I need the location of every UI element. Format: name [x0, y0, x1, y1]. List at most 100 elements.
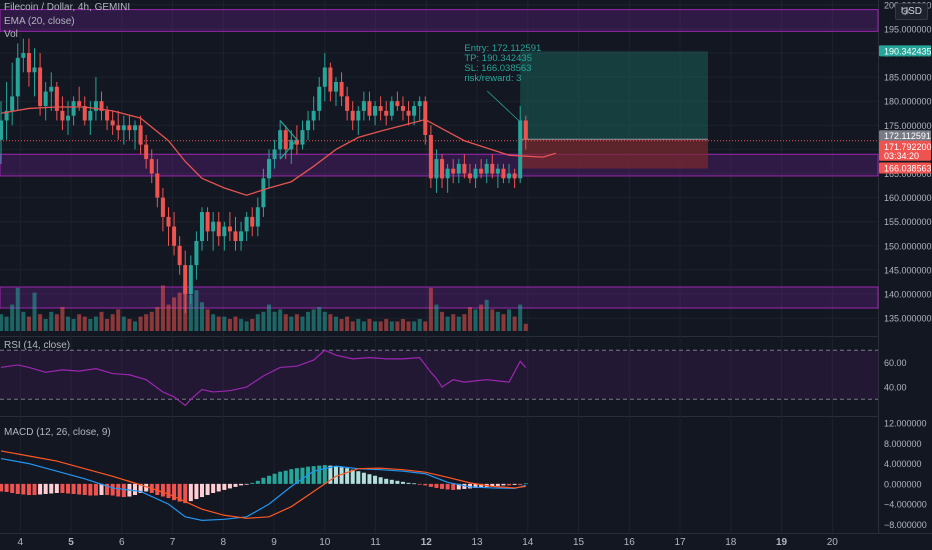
volume-bar — [311, 309, 316, 331]
macd-histogram-bar — [194, 483, 199, 500]
signal-line — [0, 450, 526, 519]
time-axis[interactable]: 4 5 6 7 8 9 10 11 12 13 14 15 16 17 18 19 20 — [18, 537, 839, 548]
candle-body — [26, 53, 31, 73]
candle-body — [54, 86, 59, 111]
candle-body — [121, 125, 126, 131]
volume-bar — [54, 314, 59, 331]
volume-bar — [216, 316, 221, 331]
volume-bar — [434, 304, 439, 331]
candle-body — [155, 173, 160, 198]
macd-histogram-bar — [294, 468, 299, 484]
macd-histogram-bar — [333, 466, 338, 484]
candle-body — [166, 216, 171, 227]
candle-body — [373, 106, 378, 116]
candle-body — [32, 67, 37, 73]
volume-bar — [160, 285, 165, 331]
currency-selector[interactable]: USD — [894, 3, 928, 20]
volume-bar — [4, 316, 9, 331]
macd-histogram-bar — [0, 483, 4, 492]
candle-body — [423, 101, 428, 135]
position-annotation: TP: 190.342435 — [464, 53, 532, 64]
candle-body — [311, 110, 316, 121]
candle-body — [345, 96, 350, 111]
candle-body — [21, 53, 26, 58]
candle-body — [194, 241, 199, 266]
volume-bar — [227, 319, 232, 331]
volume-bar — [490, 309, 495, 331]
volume-bar — [328, 314, 333, 331]
macd-histogram-bar — [32, 483, 37, 496]
x-tick-label: 20 — [827, 537, 839, 548]
y-tick-label: 145.000000 — [884, 265, 932, 275]
volume-bar — [43, 319, 48, 331]
macd-histogram-bar — [4, 483, 9, 492]
macd-histogram-bar — [378, 477, 383, 484]
take-profit-zone[interactable] — [520, 51, 708, 140]
volume-bar — [417, 319, 422, 331]
candle-body — [65, 115, 71, 121]
candle-body — [428, 134, 433, 179]
candle-body — [160, 197, 165, 217]
x-tick-label: 10 — [319, 537, 331, 548]
candle-body — [328, 67, 333, 92]
volume-bar — [512, 316, 517, 331]
volume-bar — [110, 314, 115, 331]
volume-bar — [205, 309, 210, 331]
gear-icon[interactable]: ⚙ — [900, 6, 910, 18]
macd-histogram-bar — [462, 483, 467, 489]
candle-body — [49, 86, 54, 92]
volume-bar — [367, 319, 372, 331]
volume-zone — [0, 286, 879, 309]
ema-line — [0, 106, 556, 196]
volume-bar — [456, 316, 461, 331]
candle-body — [490, 163, 495, 174]
volume-bar — [244, 321, 249, 331]
candle-body — [144, 144, 149, 160]
candle-body — [261, 178, 266, 208]
macd-histogram-bar — [345, 468, 350, 484]
volume-bar — [384, 319, 389, 331]
candle-body — [484, 163, 489, 174]
volume-bar — [278, 309, 283, 331]
stop-loss-zone[interactable] — [520, 139, 708, 169]
macd-histogram-bar — [412, 483, 417, 485]
x-tick-label: 15 — [573, 537, 585, 548]
x-tick-label: 13 — [472, 537, 484, 548]
volume-bar — [479, 304, 484, 331]
volume-bar — [356, 319, 361, 331]
macd-histogram-bar — [283, 470, 288, 484]
x-tick-label: 7 — [170, 537, 176, 548]
triangle-pattern — [279, 120, 298, 160]
candle-body — [356, 110, 361, 121]
volume-bar — [518, 304, 523, 331]
macd-histogram-bar — [15, 483, 20, 494]
volume-bar — [188, 295, 193, 331]
y-tick-label: 185.000000 — [884, 73, 932, 83]
volume-bar — [473, 309, 478, 331]
macd-histogram-bar — [205, 483, 210, 496]
macd-histogram-bar — [300, 467, 305, 484]
macd-histogram-bar — [144, 483, 149, 492]
macd-histogram-bar — [451, 483, 456, 490]
ema-20-line — [0, 106, 556, 196]
volume-bar — [412, 321, 417, 331]
macd-tick-label: 8.000000 — [884, 439, 922, 449]
volume-bar — [199, 302, 205, 331]
candle-body — [205, 212, 210, 232]
price-axis[interactable]: 135.000000 140.000000 145.000000 150.000000… — [879, 0, 932, 530]
position-annotation: Entry: 172.112591 — [464, 43, 541, 54]
candle-body — [495, 168, 500, 174]
volume-bar — [306, 311, 311, 331]
volume-bar — [322, 311, 327, 331]
candle-body — [272, 149, 277, 160]
volume-bar — [501, 314, 506, 331]
macd-histogram-bar — [10, 483, 15, 493]
volume-bar — [138, 316, 143, 331]
macd-histogram-bar — [440, 483, 445, 489]
candle-body — [172, 226, 177, 246]
macd-histogram-bar — [250, 482, 255, 484]
macd-histogram-bar — [311, 466, 316, 484]
volume-bar — [467, 307, 472, 331]
